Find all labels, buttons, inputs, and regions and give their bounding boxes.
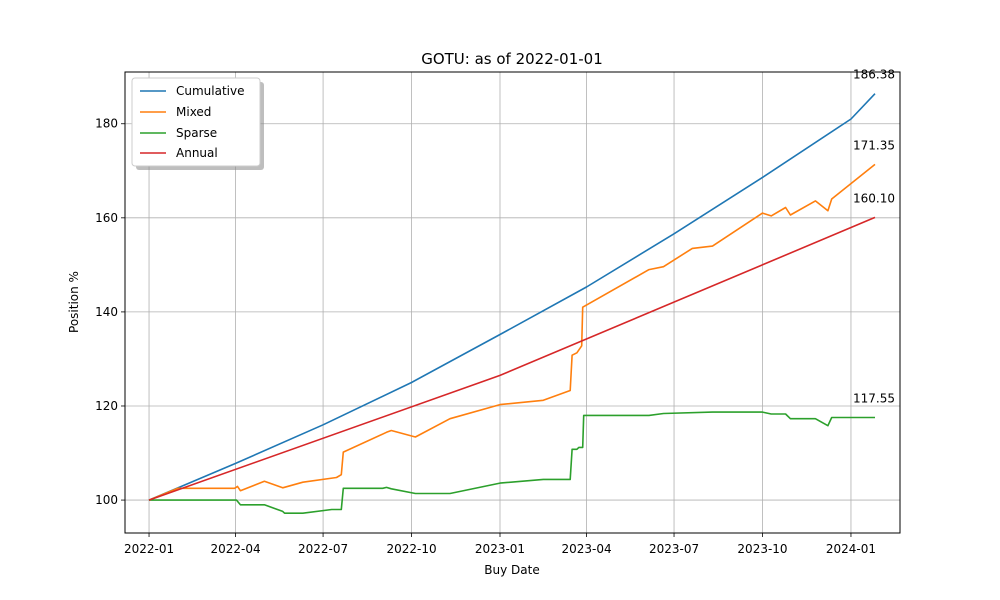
legend-label-mixed: Mixed	[176, 105, 211, 119]
series-line-sparse	[149, 411, 875, 515]
x-tick-label: 2023-01	[475, 542, 525, 556]
series-line-annual	[148, 216, 876, 501]
y-tick-label: 180	[95, 117, 118, 131]
x-tick-label: 2024-01	[826, 542, 876, 556]
series-lines	[148, 93, 876, 515]
y-tick-label: 140	[95, 305, 118, 319]
grid	[125, 72, 900, 533]
end-label-mixed: 171.35	[853, 138, 895, 152]
x-tick-label: 2023-04	[561, 542, 611, 556]
series-line-cumulative	[148, 93, 876, 501]
y-tick-label: 120	[95, 399, 118, 413]
series-line-mixed	[148, 163, 876, 501]
end-labels: 186.38 171.35 117.55 160.10	[853, 68, 895, 406]
x-tick-label: 2022-07	[298, 542, 348, 556]
end-label-annual: 160.10	[853, 191, 895, 205]
x-tick-label: 2023-10	[737, 542, 787, 556]
legend: Cumulative Mixed Sparse Annual	[131, 77, 264, 170]
end-label-sparse: 117.55	[853, 392, 895, 406]
legend-label-annual: Annual	[176, 146, 218, 160]
x-tick-label: 2023-07	[649, 542, 699, 556]
end-label-cumulative: 186.38	[853, 68, 895, 82]
plot-frame	[124, 71, 901, 534]
x-tick-label: 2022-10	[386, 542, 436, 556]
y-tick-label: 160	[95, 211, 118, 225]
x-axis-title: Buy Date	[484, 563, 539, 577]
y-tick-label: 100	[95, 493, 118, 507]
x-tick-label: 2022-04	[211, 542, 261, 556]
legend-box	[131, 77, 261, 167]
axis-ticks: 2022-01 2022-04 2022-07 2022-10 2023-01 2023-…	[95, 117, 876, 556]
legend-label-cumulative: Cumulative	[176, 84, 245, 98]
chart-title: GOTU: as of 2022-01-01	[421, 50, 603, 68]
y-axis-title: Position %	[67, 271, 81, 333]
legend-label-sparse: Sparse	[176, 126, 217, 140]
x-tick-label: 2022-01	[124, 542, 174, 556]
